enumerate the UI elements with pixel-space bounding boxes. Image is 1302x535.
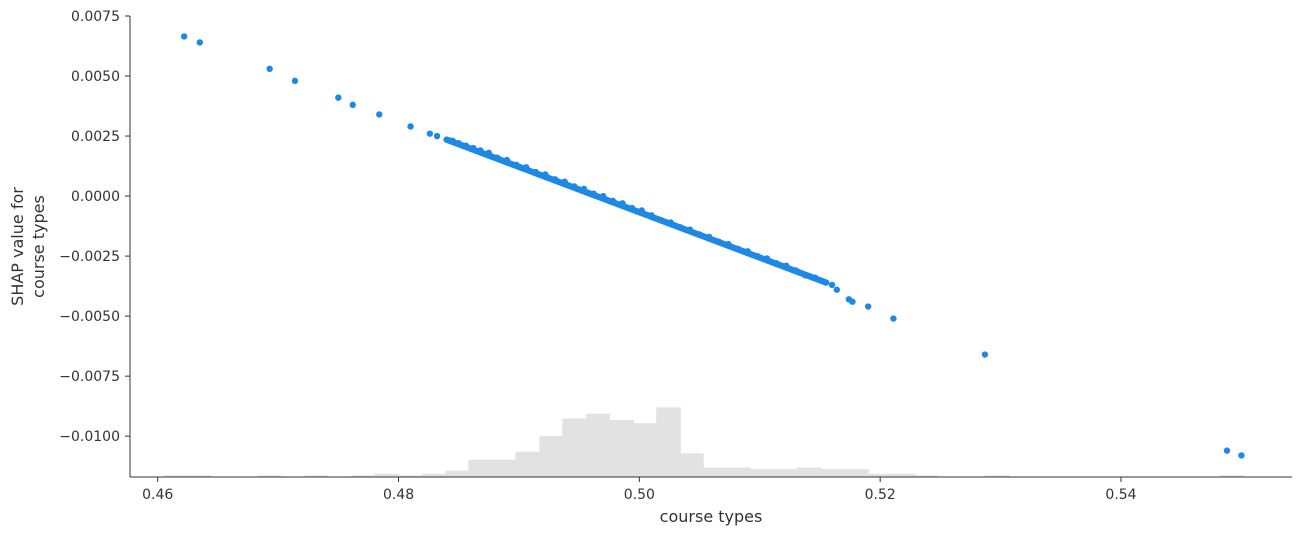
scatter-points bbox=[180, 33, 1245, 459]
x-tick-label: 0.54 bbox=[1105, 487, 1136, 503]
histogram-bar bbox=[703, 467, 728, 477]
histogram-bar bbox=[680, 453, 704, 477]
data-point bbox=[266, 65, 273, 73]
y-tick-label: −0.0100 bbox=[59, 429, 120, 445]
histogram-bar bbox=[797, 467, 822, 477]
histogram-bar bbox=[257, 475, 282, 477]
histogram-bar bbox=[539, 435, 563, 477]
feature-histogram bbox=[163, 407, 1245, 477]
y-tick-label: 0.0050 bbox=[71, 69, 120, 85]
data-point bbox=[890, 315, 897, 322]
histogram-bar bbox=[891, 473, 916, 477]
histogram-bar bbox=[492, 459, 516, 477]
data-point bbox=[349, 101, 356, 109]
histogram-bar bbox=[186, 475, 212, 477]
data-point bbox=[828, 281, 836, 289]
histogram-bar bbox=[586, 413, 610, 477]
data-point bbox=[407, 123, 414, 130]
y-tick-label: −0.0075 bbox=[59, 369, 120, 385]
data-point bbox=[864, 303, 872, 310]
x-tick-label: 0.50 bbox=[624, 487, 655, 503]
data-point bbox=[849, 298, 856, 305]
data-point bbox=[376, 111, 383, 118]
x-tick-label: 0.52 bbox=[865, 487, 896, 503]
y-tick-label: 0.0000 bbox=[71, 189, 120, 205]
data-point bbox=[433, 132, 441, 140]
axes: 0.46 0.48 0.50 0.52 0.54 0.00750.00500.00250… bbox=[59, 9, 1292, 503]
x-tick-label: 0.48 bbox=[383, 487, 414, 503]
y-axis-title-line-1: SHAP value for bbox=[8, 187, 27, 306]
histogram-bar bbox=[915, 475, 939, 477]
data-point bbox=[335, 94, 342, 101]
y-tick-label: 0.0025 bbox=[71, 129, 120, 145]
histogram-bar bbox=[421, 473, 446, 477]
data-point bbox=[1238, 452, 1245, 459]
histogram-bar bbox=[609, 420, 634, 477]
y-axis-ticks: 0.0075 0.0050 0.0025 0.0000 −0.0025 −0.0050 −0… bbox=[59, 9, 130, 445]
histogram-bar bbox=[727, 467, 751, 477]
histogram-bar bbox=[398, 475, 422, 477]
x-axis-title: course types bbox=[660, 507, 763, 526]
data-point bbox=[426, 130, 434, 137]
data-point bbox=[291, 77, 299, 85]
y-tick-label: 0.0075 bbox=[71, 9, 120, 25]
histogram-bar bbox=[821, 469, 845, 477]
y-tick-label: −0.0050 bbox=[59, 309, 120, 325]
histogram-bar bbox=[468, 459, 493, 477]
data-point bbox=[981, 351, 989, 358]
histogram-bar bbox=[750, 469, 775, 477]
data-point bbox=[196, 39, 204, 46]
histogram-bar bbox=[163, 475, 188, 477]
histogram-bar bbox=[844, 469, 869, 477]
y-tick-label: −0.0025 bbox=[59, 249, 120, 265]
histogram-bar bbox=[656, 407, 681, 477]
data-point bbox=[822, 279, 830, 286]
y-axis-title-line-2: course types bbox=[29, 195, 48, 298]
data-point bbox=[1223, 447, 1231, 454]
histogram-bar bbox=[304, 475, 328, 477]
histogram-bar bbox=[984, 475, 1010, 477]
histogram-bar bbox=[633, 423, 657, 477]
x-tick-label: 0.46 bbox=[142, 487, 173, 503]
data-point bbox=[180, 33, 188, 40]
histogram-bar bbox=[515, 451, 540, 477]
x-axis-ticks: 0.46 0.48 0.50 0.52 0.54 bbox=[142, 477, 1137, 503]
histogram-bar bbox=[445, 470, 469, 477]
histogram-bar bbox=[774, 469, 798, 477]
data-point bbox=[833, 286, 841, 293]
histogram-bar bbox=[562, 418, 587, 477]
histogram-bar bbox=[868, 473, 892, 477]
histogram-bar bbox=[351, 475, 375, 477]
histogram-bar bbox=[374, 473, 400, 477]
histogram-bar bbox=[1219, 475, 1245, 477]
